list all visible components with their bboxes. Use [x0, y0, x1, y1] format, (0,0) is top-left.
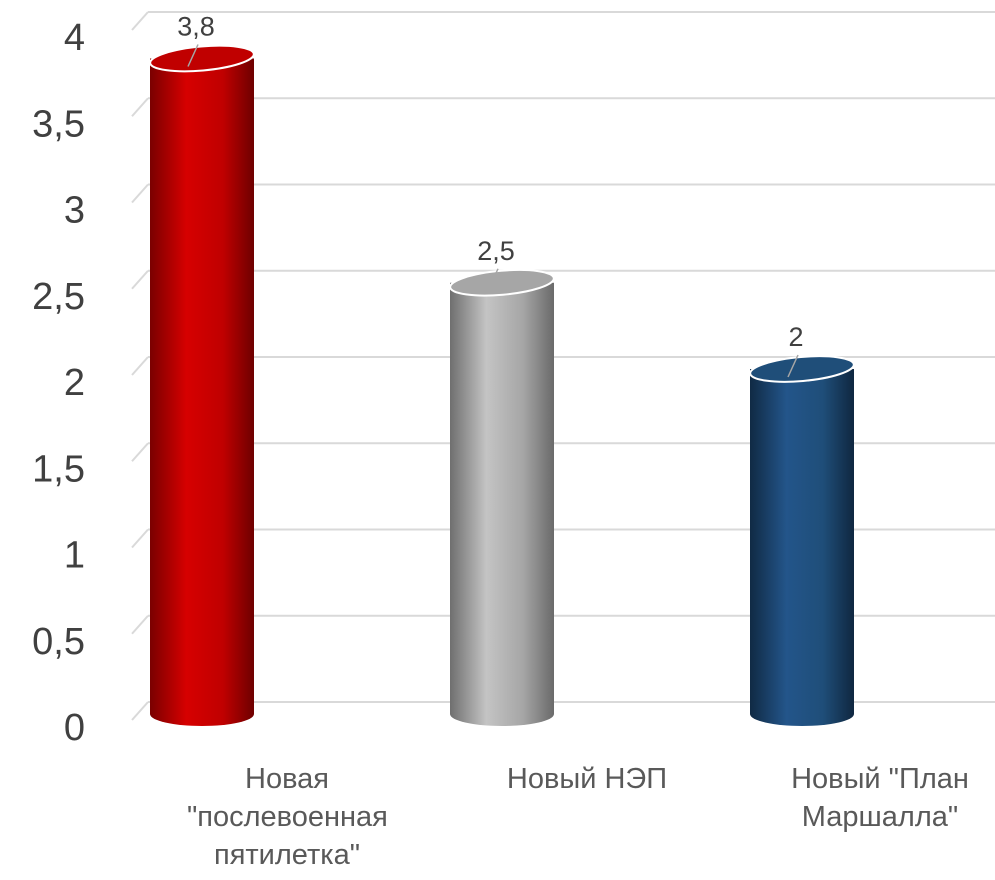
bar-top: [149, 44, 255, 73]
grid-line: [131, 97, 149, 117]
label-leader: [187, 44, 199, 67]
data-label: 2,5: [477, 236, 515, 266]
x-tick-label: Новый НЭП: [506, 763, 668, 795]
grid-line: [131, 270, 149, 290]
bar: [450, 282, 554, 726]
data-label: 3,8: [177, 12, 215, 42]
grid-line: [131, 356, 149, 376]
y-tick-label: 1: [64, 535, 85, 577]
grid-line: [131, 442, 149, 462]
y-tick-label: 0,5: [32, 621, 85, 663]
grid-line: [131, 528, 149, 549]
grid-line: [131, 11, 149, 31]
bar: [150, 58, 254, 726]
label-leader: [487, 268, 499, 292]
y-tick-label: 0: [64, 707, 85, 749]
y-tick-label: 4: [64, 17, 85, 59]
label-leader: [787, 354, 799, 378]
grid-line: [131, 615, 149, 635]
y-tick-label: 2: [64, 362, 85, 404]
y-tick-label: 1,5: [32, 448, 85, 490]
x-tick-label: Новая "послевоенная пятилетка": [187, 763, 388, 871]
data-label: 2: [788, 322, 803, 352]
grid-line: [131, 701, 149, 721]
bar-top: [449, 268, 555, 297]
y-tick-label: 3,5: [32, 103, 85, 145]
y-tick-label: 3: [64, 190, 85, 232]
y-tick-label: 2,5: [32, 276, 85, 318]
x-tick-label: Новый "План Маршалла": [791, 763, 969, 833]
bar: [750, 369, 854, 726]
grid-line: [131, 183, 149, 204]
bar-top: [749, 355, 855, 383]
